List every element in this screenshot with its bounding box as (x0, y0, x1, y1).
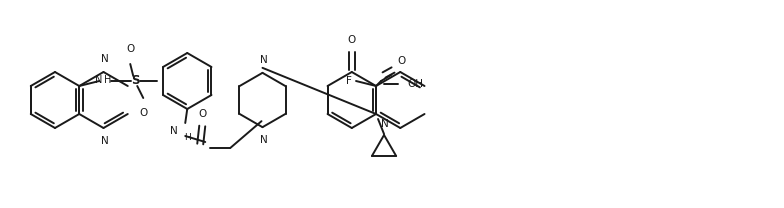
Text: O: O (397, 56, 405, 66)
Text: OH: OH (407, 79, 423, 89)
Text: S: S (131, 74, 140, 88)
Text: O: O (139, 108, 147, 118)
Text: N: N (170, 126, 178, 136)
Text: O: O (198, 109, 206, 119)
Text: N: N (260, 135, 267, 145)
Text: O: O (347, 35, 356, 45)
Text: N: N (381, 119, 389, 129)
Text: H: H (184, 133, 191, 142)
Text: F: F (347, 76, 352, 86)
Text: N: N (260, 55, 267, 65)
Text: N: N (100, 136, 108, 146)
Text: N: N (100, 54, 108, 64)
Text: O: O (126, 44, 134, 54)
Text: H: H (103, 75, 111, 85)
Text: N: N (95, 75, 102, 85)
